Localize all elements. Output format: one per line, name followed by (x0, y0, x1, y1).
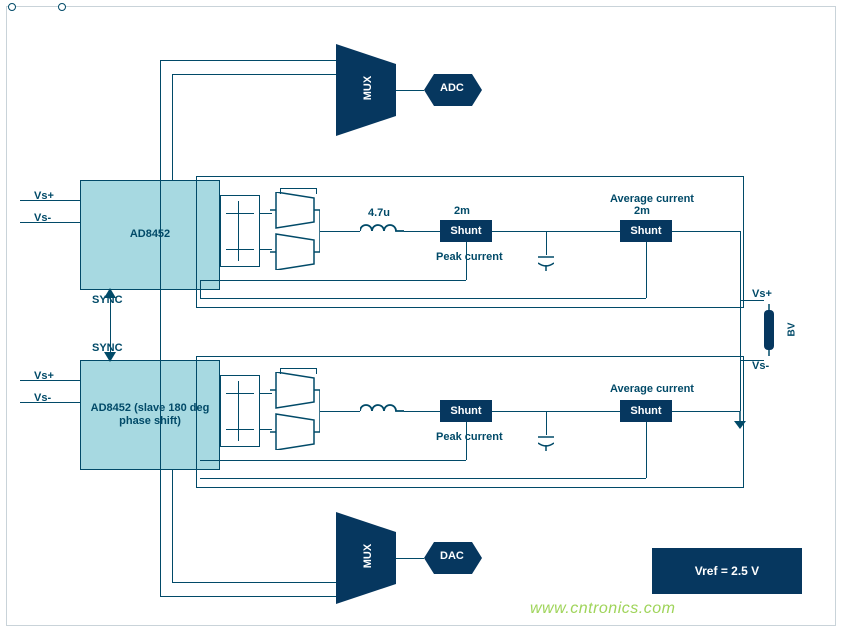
pin-dot (58, 3, 66, 11)
mux-top-label: MUX (362, 76, 374, 100)
vref-box: Vref = 2.5 V (652, 548, 802, 594)
gnd-arrow (734, 411, 746, 429)
text-label: Vs+ (34, 370, 54, 382)
text-label: Vs+ (34, 190, 54, 202)
text-label: Vs+ (752, 288, 772, 300)
text-label: Vs- (752, 360, 769, 372)
feedback-frame-bottom (196, 356, 744, 488)
pin-dot (8, 3, 16, 11)
bv-label: BV (786, 323, 797, 337)
watermark: www.cntronics.com (530, 600, 675, 618)
mux-bottom-label: MUX (362, 544, 374, 568)
outer-border (6, 6, 836, 626)
text-label: Vs- (34, 392, 51, 404)
sync-arrow-down (104, 352, 116, 362)
adc-label: ADC (440, 82, 464, 94)
text-label: Vs- (34, 212, 51, 224)
feedback-frame-top (196, 176, 744, 308)
sync-arrow-up (104, 288, 116, 298)
battery-icon (758, 304, 780, 356)
dac-label: DAC (440, 550, 464, 562)
